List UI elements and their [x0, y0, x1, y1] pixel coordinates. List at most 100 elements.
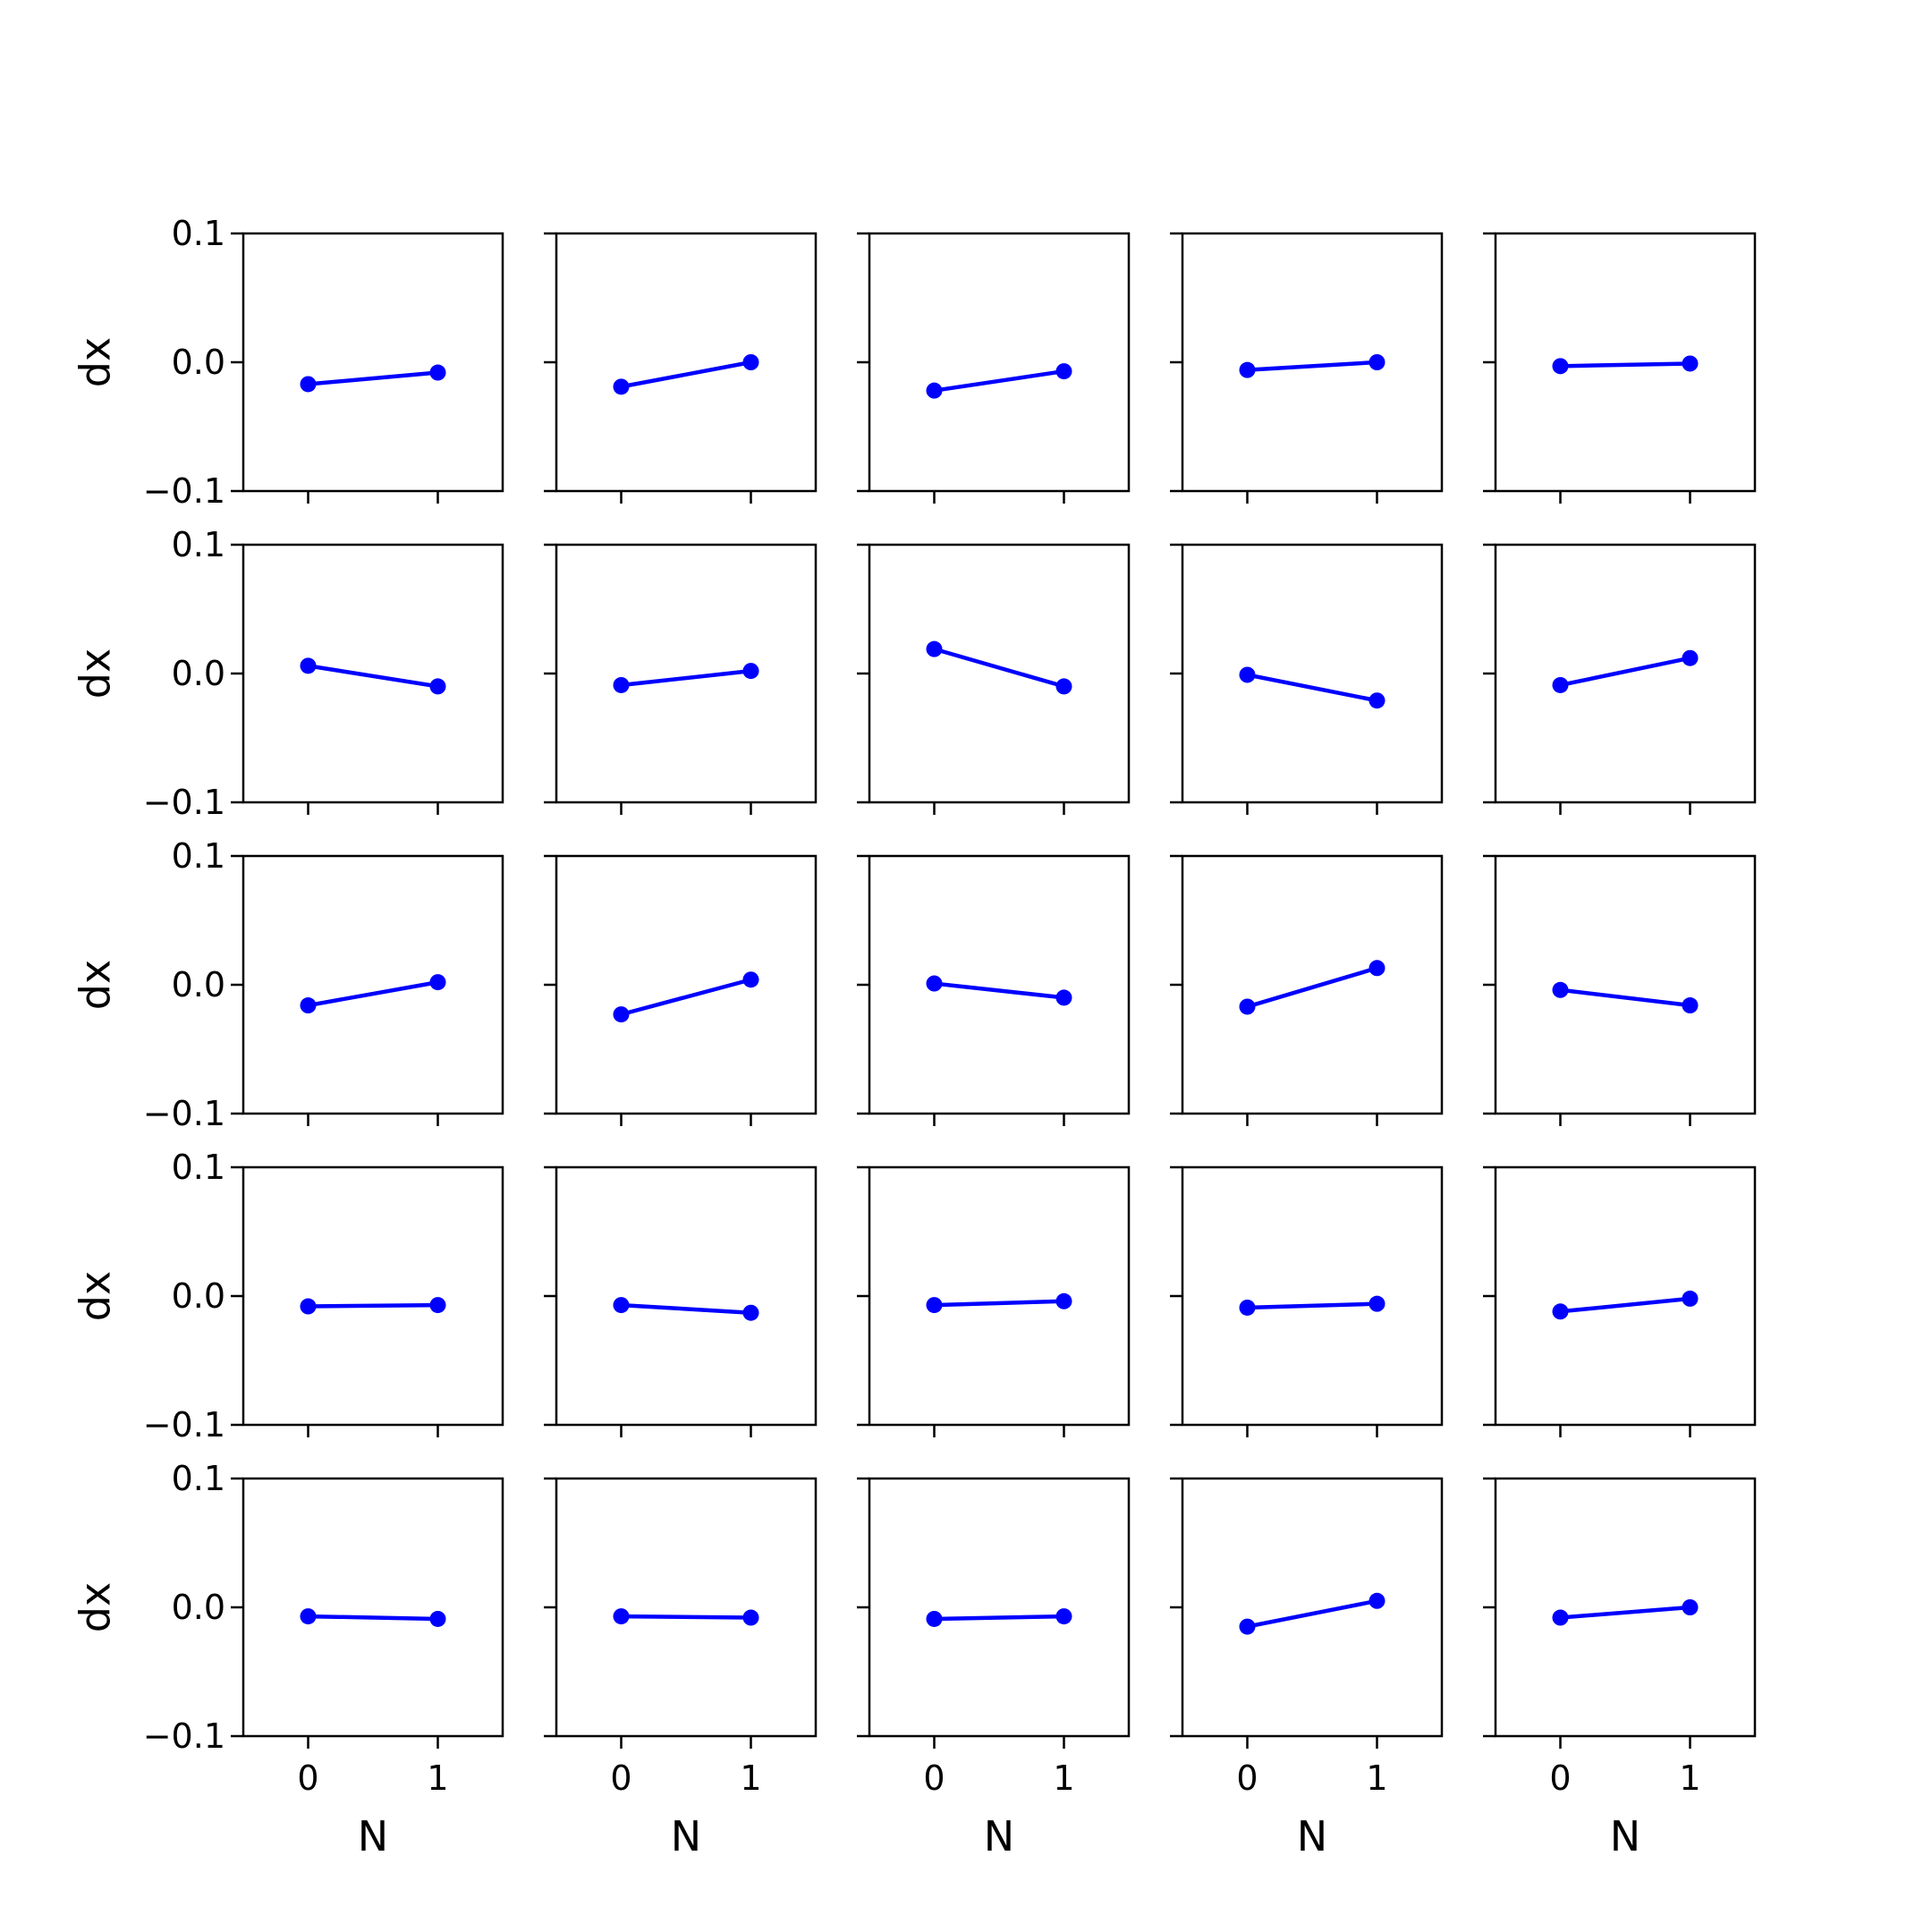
series-line	[1247, 1301, 1377, 1310]
axes-frame	[1494, 232, 1757, 493]
x-tick-label: 0	[1549, 1758, 1571, 1798]
x-tick-label: 1	[1053, 1758, 1074, 1798]
subplot-r4-c1: 0.1 0.0 −0.1 dx	[72, 1148, 504, 1445]
data-point	[1682, 649, 1699, 666]
x-tick-label: 1	[1679, 1758, 1700, 1798]
subplot-r2-c4	[1170, 543, 1444, 815]
y-tick-label: −0.1	[143, 1094, 225, 1133]
series-line	[621, 1614, 751, 1620]
axes-frame	[555, 543, 818, 804]
y-axis-label: dx	[72, 1582, 120, 1632]
subplot-r2-c5	[1483, 543, 1757, 815]
series-line	[934, 1614, 1064, 1622]
axes-frame	[242, 1165, 504, 1427]
series-line	[934, 369, 1064, 393]
axes-frame	[1181, 1477, 1444, 1738]
data-point	[613, 676, 630, 693]
data-point	[1368, 1295, 1385, 1312]
data-point	[429, 1297, 446, 1314]
axes-frame	[242, 232, 504, 493]
data-point	[1682, 355, 1699, 372]
data-point	[1552, 676, 1569, 693]
data-point	[926, 1610, 943, 1627]
series-line	[308, 1302, 438, 1309]
axes-frame	[1181, 232, 1444, 493]
subplot-r5-c2: 0 1N	[544, 1477, 818, 1860]
data-point	[300, 657, 317, 674]
series-line	[934, 981, 1064, 1000]
subplot-r3-c1: 0.1 0.0 −0.1 dx	[72, 836, 504, 1133]
subplot-r4-c3	[857, 1165, 1131, 1437]
data-point	[742, 1609, 759, 1626]
y-tick-label: 0.0	[172, 343, 225, 382]
data-point	[613, 1608, 630, 1625]
series-line	[308, 979, 438, 1008]
x-tick-label: 1	[1366, 1758, 1387, 1798]
axes-frame	[555, 1477, 818, 1738]
y-axis-label: dx	[72, 648, 120, 699]
subplot-r2-c2	[544, 543, 818, 815]
y-tick-label: −0.1	[143, 783, 225, 822]
series-line	[308, 1614, 438, 1622]
x-tick-label: 1	[740, 1758, 761, 1798]
data-point	[1055, 678, 1072, 695]
data-point	[429, 364, 446, 381]
data-point	[429, 678, 446, 695]
data-point	[300, 1608, 317, 1625]
subplot-r4-c2	[544, 1165, 818, 1437]
series-line	[1560, 987, 1690, 1008]
data-point	[613, 1297, 630, 1314]
x-axis-label: N	[671, 1812, 701, 1860]
series-line	[933, 647, 1065, 689]
axes-frame	[1494, 1477, 1757, 1738]
data-point	[1055, 363, 1072, 380]
y-tick-label: 0.1	[172, 1148, 225, 1187]
subplot-r3-c4	[1170, 854, 1444, 1126]
x-axis-label: N	[1297, 1812, 1327, 1860]
data-point	[429, 1610, 446, 1627]
series-line	[308, 370, 438, 386]
series-line	[1560, 656, 1690, 688]
axes-frame	[1181, 1165, 1444, 1427]
data-point	[1055, 989, 1072, 1006]
y-tick-label: 0.1	[172, 836, 225, 876]
data-point	[1239, 1299, 1256, 1316]
data-point	[1368, 960, 1385, 977]
subplot-r1-c1: 0.1 0.0 −0.1 dx	[72, 214, 504, 511]
x-tick-label: 0	[297, 1758, 318, 1798]
data-point	[1239, 361, 1256, 378]
axes-frame	[242, 1477, 504, 1738]
data-point	[742, 971, 759, 988]
y-axis-label: dx	[72, 337, 120, 387]
subplot-r5-c4: 0 1N	[1170, 1477, 1444, 1860]
axes-frame	[555, 232, 818, 493]
data-point	[1552, 1303, 1569, 1320]
axes-frame	[1181, 543, 1444, 804]
subplot-r3-c5	[1483, 854, 1757, 1126]
series-line	[621, 360, 751, 389]
data-point	[742, 1304, 759, 1321]
data-point	[613, 1006, 630, 1023]
data-point	[1055, 1292, 1072, 1309]
y-axis-label: dx	[72, 960, 120, 1010]
series-line	[1560, 361, 1690, 369]
x-axis-label: N	[984, 1812, 1014, 1860]
data-point	[1239, 666, 1256, 683]
axes-frame	[868, 232, 1131, 493]
series-line	[1560, 1296, 1690, 1314]
series-line	[1247, 673, 1377, 703]
axes-frame	[1494, 1165, 1757, 1427]
data-point	[1055, 1608, 1072, 1625]
data-point	[300, 376, 317, 393]
subplot-r1-c3	[857, 232, 1131, 504]
data-point	[1682, 997, 1699, 1014]
y-tick-label: 0.0	[172, 1588, 225, 1627]
data-point	[1552, 358, 1569, 375]
data-point	[742, 354, 759, 370]
subplot-r5-c1: 0.1 0.0 −0.1 0 1 dx N	[72, 1459, 504, 1860]
data-point	[1552, 1609, 1569, 1626]
subplot-r1-c2	[544, 232, 818, 504]
series-line	[1560, 1605, 1690, 1620]
subplot-r4-c5	[1483, 1165, 1757, 1437]
